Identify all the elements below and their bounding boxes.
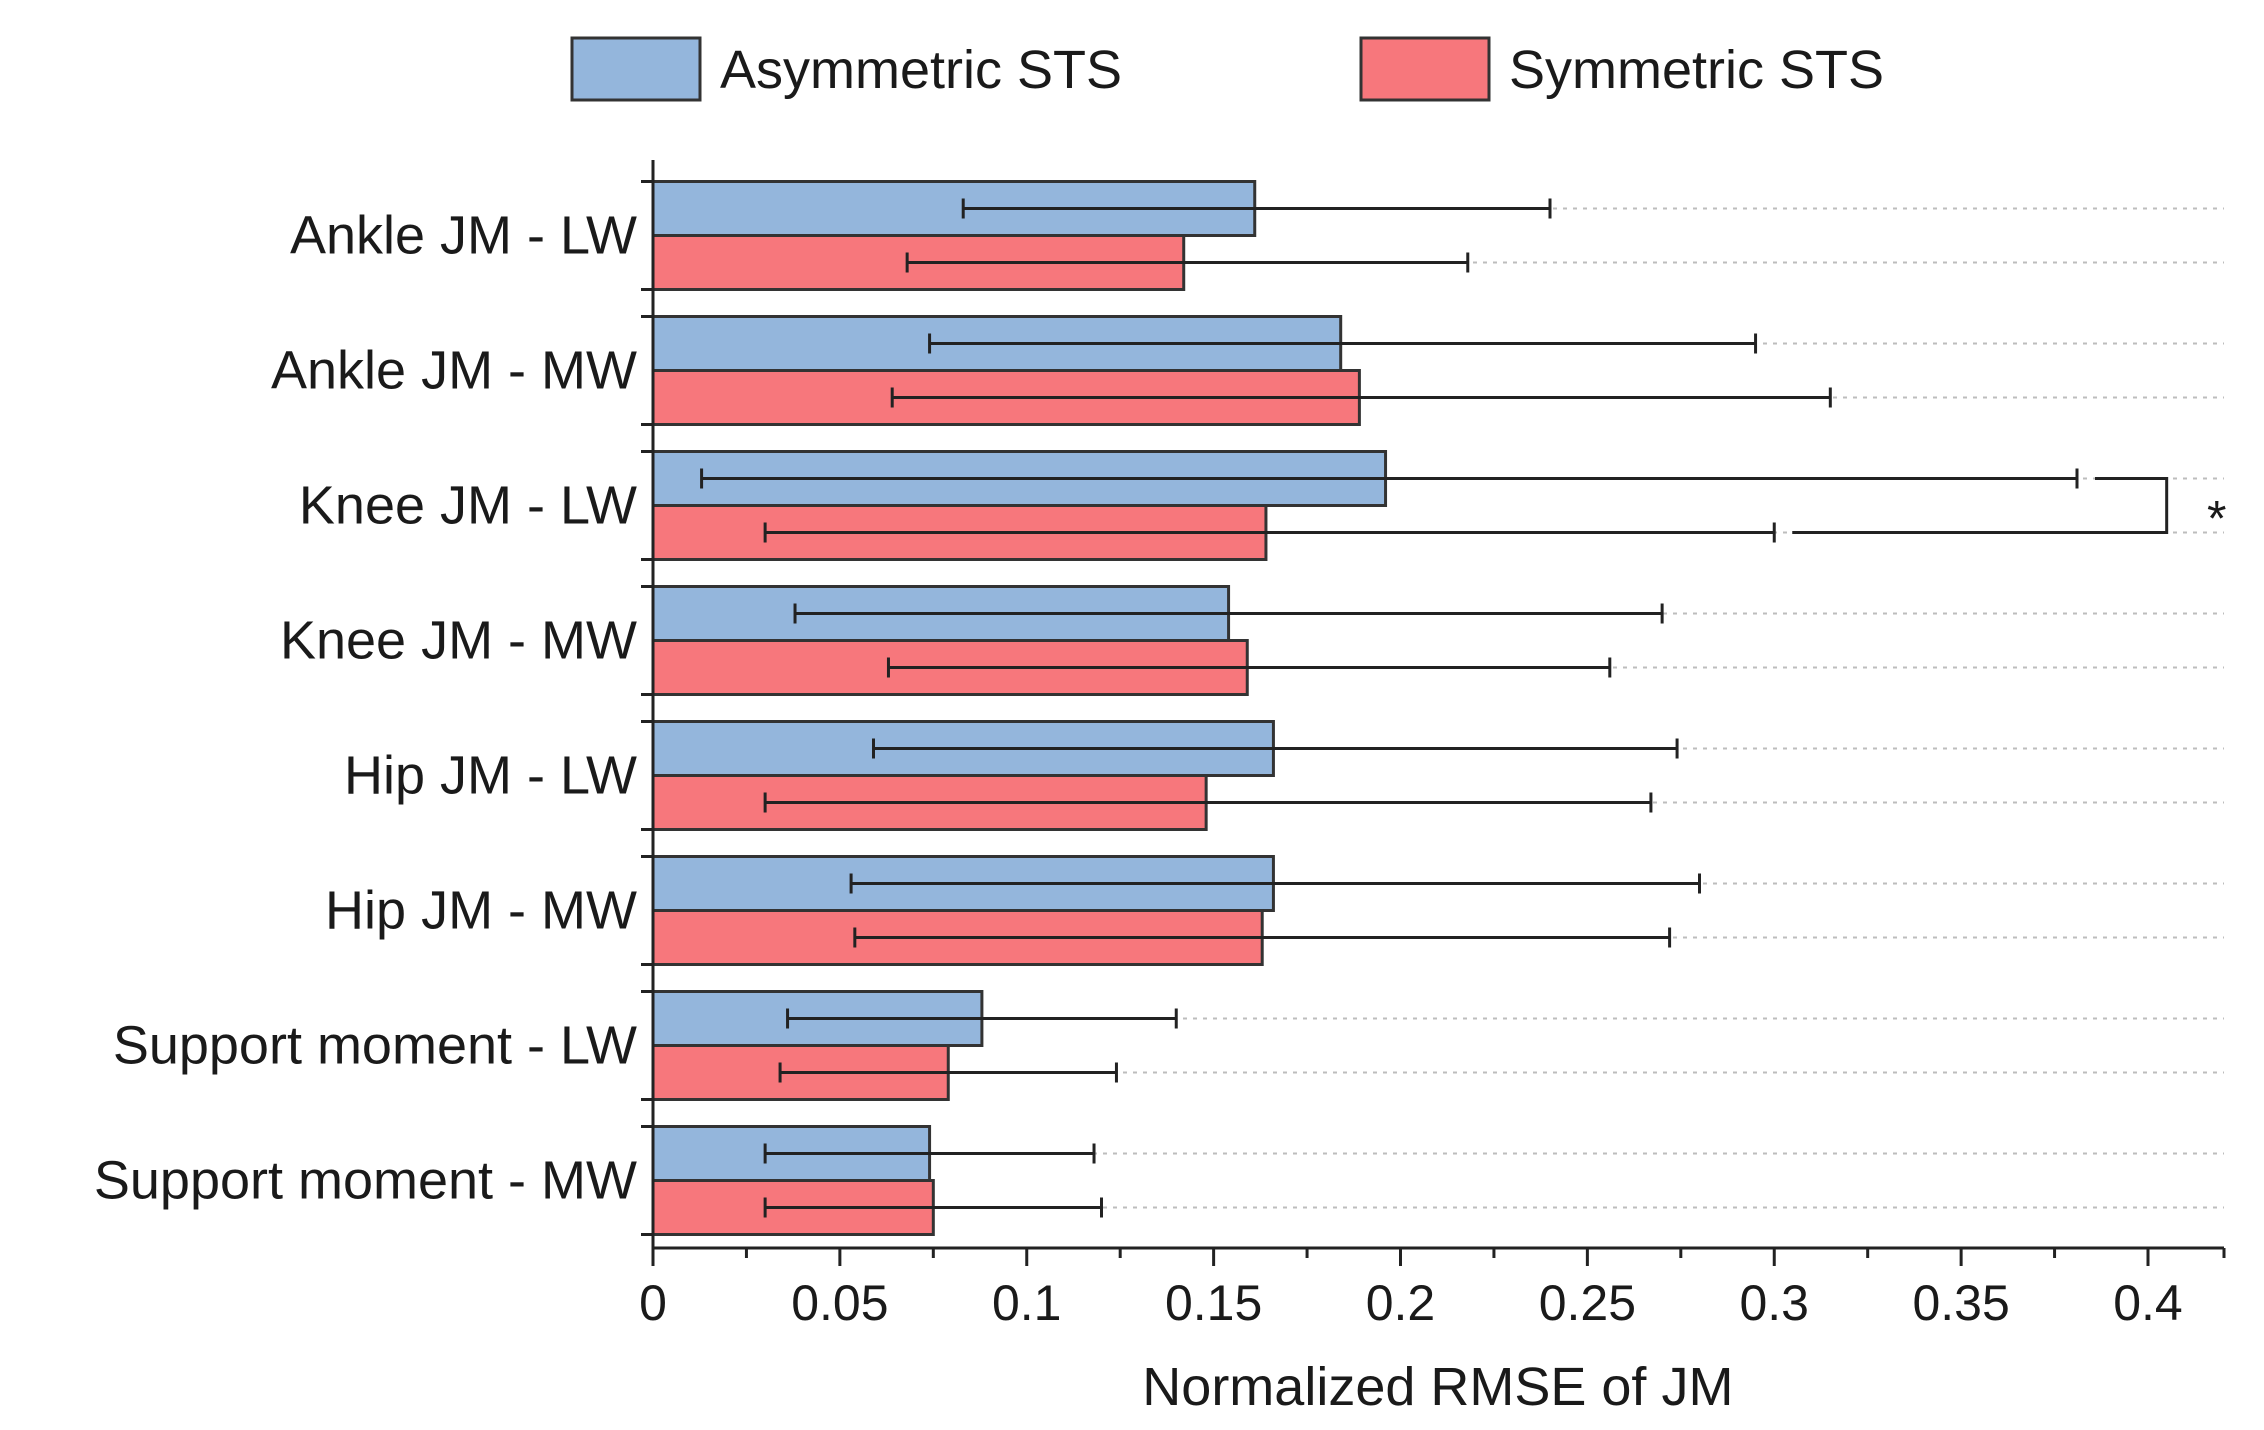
x-tick-label: 0.1 [992, 1275, 1062, 1331]
significance-marker: * [2207, 491, 2226, 547]
category-label-5: Hip JM - LW [344, 746, 637, 806]
x-tick-label: 0.4 [2113, 1275, 2183, 1331]
annotations: * [1792, 477, 2226, 547]
x-tick-label: 0.15 [1165, 1275, 1262, 1331]
bars [651, 180, 1388, 1236]
x-tick-label: 0.35 [1912, 1275, 2009, 1331]
x-axis-title: Normalized RMSE of JM [1142, 1357, 1733, 1417]
x-tick-label: 0.3 [1739, 1275, 1809, 1331]
x-tick-labels: 0 0.05 0.1 0.15 0.2 0.25 0.3 0.35 0.4 [639, 1275, 2183, 1331]
category-label-7: Support moment - LW [113, 1016, 637, 1076]
x-tick-label: 0.2 [1366, 1275, 1436, 1331]
error-bars [700, 198, 2079, 1218]
category-label-1: Ankle JM - LW [290, 206, 637, 266]
legend-label-2: Symmetric STS [1509, 40, 1884, 100]
legend: Asymmetric STS Symmetric STS [570, 36, 1884, 102]
category-labels: Ankle JM - LW Ankle JM - MW Knee JM - LW Kn… [94, 206, 637, 1211]
legend-label-1: Asymmetric STS [720, 40, 1122, 100]
category-label-4: Knee JM - MW [280, 611, 637, 671]
category-label-2: Ankle JM - MW [271, 341, 637, 401]
significance-bracket [1792, 477, 2169, 534]
legend-swatch-2 [1359, 36, 1491, 102]
x-tick-label: 0 [639, 1275, 667, 1331]
category-label-6: Hip JM - MW [325, 881, 637, 941]
x-tick-label: 0.25 [1539, 1275, 1636, 1331]
x-tick-label: 0.05 [791, 1275, 888, 1331]
axes [641, 160, 2226, 1266]
category-label-3: Knee JM - LW [299, 476, 637, 536]
legend-swatch-1 [570, 36, 702, 102]
category-label-8: Support moment - MW [94, 1151, 637, 1211]
